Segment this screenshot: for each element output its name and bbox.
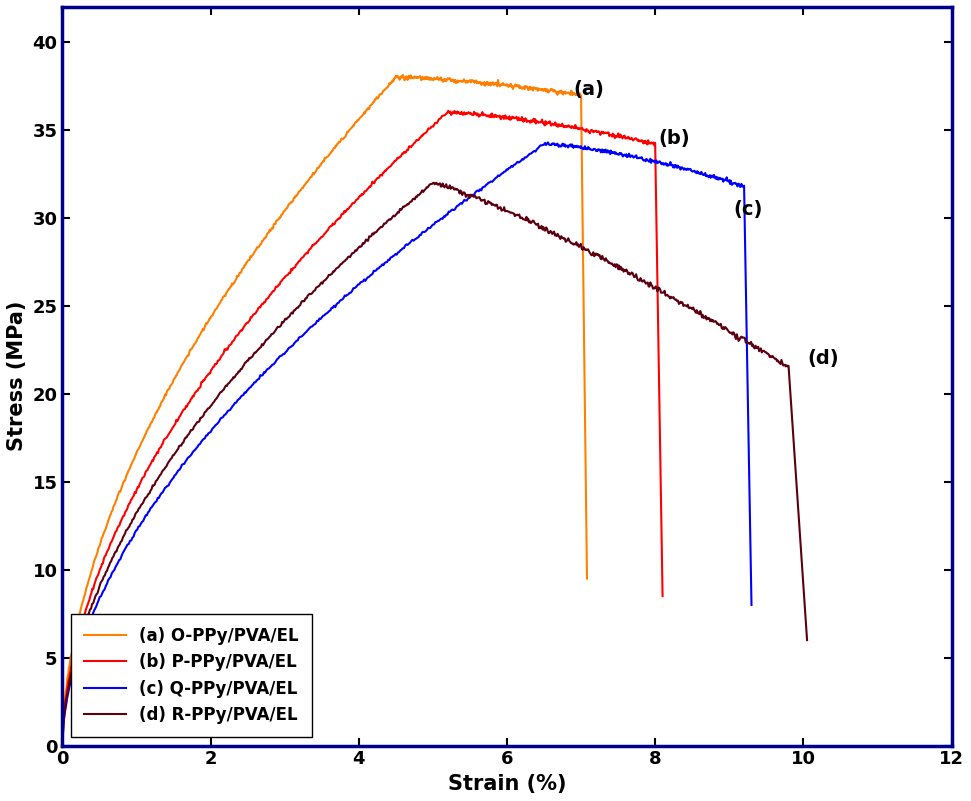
(c) Q-PPy/PVA/EL [216,413,227,423]
(b) P-PPy/PVA/EL [56,741,68,751]
(d) R-PPy/PVA/EL [273,322,285,332]
(d) R-PPy/PVA/EL [144,489,155,498]
(a) O-PPy/PVA/EL [397,70,409,80]
(d) R-PPy/PVA/EL [801,635,813,645]
Text: (d): (d) [807,349,839,368]
(c) Q-PPy/PVA/EL [509,159,520,169]
(a) O-PPy/PVA/EL [370,95,382,104]
(d) R-PPy/PVA/EL [428,178,440,187]
(a) O-PPy/PVA/EL [56,741,68,751]
(b) P-PPy/PVA/EL [184,397,196,407]
(c) Q-PPy/PVA/EL [746,600,757,610]
(a) O-PPy/PVA/EL [582,574,593,583]
(d) R-PPy/PVA/EL [56,741,68,751]
(c) Q-PPy/PVA/EL [727,179,739,189]
(c) Q-PPy/PVA/EL [491,172,503,182]
(b) P-PPy/PVA/EL [99,551,111,561]
(b) P-PPy/PVA/EL [270,282,282,292]
(a) O-PPy/PVA/EL [357,110,369,119]
Line: (b) P-PPy/PVA/EL: (b) P-PPy/PVA/EL [62,111,662,746]
(b) P-PPy/PVA/EL [419,129,430,139]
Line: (c) Q-PPy/PVA/EL: (c) Q-PPy/PVA/EL [62,143,752,746]
Text: (b): (b) [659,129,690,148]
(d) R-PPy/PVA/EL [778,360,789,370]
Y-axis label: Stress (MPa): Stress (MPa) [7,301,27,452]
(b) P-PPy/PVA/EL [656,591,668,601]
Line: (d) R-PPy/PVA/EL: (d) R-PPy/PVA/EL [62,183,807,746]
(c) Q-PPy/PVA/EL [56,741,68,751]
(b) P-PPy/PVA/EL [404,142,416,151]
(a) O-PPy/PVA/EL [167,378,179,388]
(d) R-PPy/PVA/EL [639,277,651,287]
Text: (c): (c) [733,199,762,219]
Line: (a) O-PPy/PVA/EL: (a) O-PPy/PVA/EL [62,75,587,746]
(c) Q-PPy/PVA/EL [110,562,121,572]
(a) O-PPy/PVA/EL [93,542,105,552]
(d) R-PPy/PVA/EL [216,387,227,396]
Text: (a): (a) [574,80,605,99]
(b) P-PPy/PVA/EL [443,106,454,115]
(b) P-PPy/PVA/EL [638,139,650,148]
(c) Q-PPy/PVA/EL [542,138,553,147]
(c) Q-PPy/PVA/EL [323,306,335,316]
(a) O-PPy/PVA/EL [565,90,577,99]
Legend: (a) O-PPy/PVA/EL, (b) P-PPy/PVA/EL, (c) Q-PPy/PVA/EL, (d) R-PPy/PVA/EL: (a) O-PPy/PVA/EL, (b) P-PPy/PVA/EL, (c) … [71,614,312,737]
(d) R-PPy/PVA/EL [308,286,319,296]
X-axis label: Strain (%): Strain (%) [448,774,566,794]
(a) O-PPy/PVA/EL [241,258,252,268]
